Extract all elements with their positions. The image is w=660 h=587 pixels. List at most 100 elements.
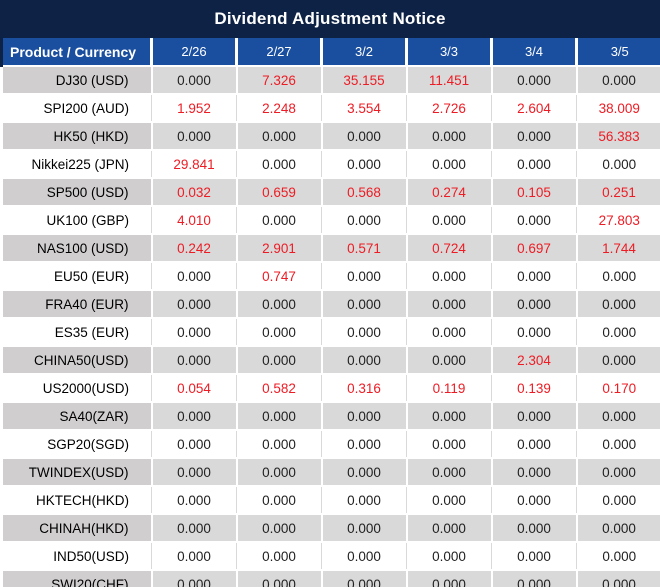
dividend-table: Product / Currency 2/26 2/27 3/2 3/3 3/4 3/5 … xyxy=(0,38,660,587)
dividend-value-cell: 0.000 xyxy=(406,261,492,291)
dividend-value-cell: 0.000 xyxy=(235,289,323,319)
dividend-value-cell: 11.451 xyxy=(405,65,493,95)
dividend-value-cell: 0.000 xyxy=(576,429,660,459)
product-cell: SP500 (USD) xyxy=(0,177,153,207)
dividend-value-cell: 0.316 xyxy=(321,373,407,403)
dividend-value-cell: 3.554 xyxy=(321,93,407,123)
dividend-value-cell: 0.000 xyxy=(151,261,237,291)
table-row: NAS100 (USD) 0.242 2.901 0.571 0.724 0.697 1.7… xyxy=(0,233,660,263)
dividend-value-cell: 0.000 xyxy=(491,485,577,515)
dividend-value-cell: 0.000 xyxy=(236,149,322,179)
dividend-value-cell: 0.251 xyxy=(575,177,660,207)
dividend-value-cell: 0.139 xyxy=(491,373,577,403)
dividend-value-cell: 0.000 xyxy=(321,485,407,515)
dividend-value-cell: 35.155 xyxy=(320,65,408,95)
product-cell: SA40(ZAR) xyxy=(0,401,153,431)
dividend-value-cell: 0.000 xyxy=(320,513,408,543)
product-cell: Nikkei225 (JPN) xyxy=(1,149,152,179)
table-row: Nikkei225 (JPN) 29.841 0.000 0.000 0.000 0.00… xyxy=(1,149,660,179)
table-row: DJ30 (USD) 0.000 7.326 35.155 11.451 0.000 0.0… xyxy=(0,65,660,95)
table-header-row: Product / Currency 2/26 2/27 3/2 3/3 3/4 3/5 xyxy=(0,38,660,66)
dividend-value-cell: 0.000 xyxy=(151,541,237,571)
dividend-value-cell: 0.000 xyxy=(150,121,238,151)
dividend-value-cell: 1.744 xyxy=(575,233,660,263)
dividend-value-cell: 0.659 xyxy=(235,177,323,207)
dividend-value-cell: 0.000 xyxy=(406,485,492,515)
date-column-header: 2/27 xyxy=(235,38,322,66)
dividend-value-cell: 0.242 xyxy=(150,233,238,263)
dividend-value-cell: 0.000 xyxy=(575,569,660,587)
dividend-value-cell: 0.000 xyxy=(321,149,407,179)
product-cell: US2000(USD) xyxy=(1,373,152,403)
dividend-value-cell: 2.901 xyxy=(235,233,323,263)
product-cell: ES35 (EUR) xyxy=(1,317,152,347)
dividend-value-cell: 1.952 xyxy=(151,93,237,123)
dividend-value-cell: 0.000 xyxy=(320,121,408,151)
date-column-header: 3/2 xyxy=(320,38,407,66)
dividend-value-cell: 0.000 xyxy=(151,429,237,459)
dividend-value-cell: 0.000 xyxy=(236,485,322,515)
table-row: SPI200 (AUD) 1.952 2.248 3.554 2.726 2.604 38.… xyxy=(1,93,660,123)
dividend-value-cell: 0.000 xyxy=(491,429,577,459)
product-cell: SGP20(SGD) xyxy=(1,429,152,459)
dividend-value-cell: 0.000 xyxy=(406,149,492,179)
product-cell: DJ30 (USD) xyxy=(0,65,153,95)
dividend-value-cell: 0.571 xyxy=(320,233,408,263)
dividend-value-cell: 0.000 xyxy=(320,345,408,375)
product-cell: SWI20(CHF) xyxy=(0,569,153,587)
dividend-value-cell: 0.000 xyxy=(236,429,322,459)
dividend-value-cell: 0.000 xyxy=(490,289,578,319)
table-row: IND50(USD) 0.000 0.000 0.000 0.000 0.000 0.000 xyxy=(1,541,660,571)
dividend-value-cell: 0.000 xyxy=(575,401,660,431)
dividend-value-cell: 0.000 xyxy=(405,513,493,543)
dividend-value-cell: 0.000 xyxy=(150,289,238,319)
dividend-value-cell: 0.000 xyxy=(490,513,578,543)
dividend-value-cell: 0.000 xyxy=(235,457,323,487)
product-cell: CHINAH(HKD) xyxy=(0,513,153,543)
dividend-value-cell: 0.000 xyxy=(150,65,238,95)
dividend-value-cell: 2.726 xyxy=(406,93,492,123)
dividend-value-cell: 0.000 xyxy=(576,317,660,347)
dividend-value-cell: 0.697 xyxy=(490,233,578,263)
dividend-value-cell: 0.000 xyxy=(405,289,493,319)
dividend-value-cell: 0.000 xyxy=(576,485,660,515)
dividend-value-cell: 0.000 xyxy=(575,345,660,375)
dividend-value-cell: 0.582 xyxy=(236,373,322,403)
dividend-value-cell: 0.568 xyxy=(320,177,408,207)
table-row: UK100 (GBP) 4.010 0.000 0.000 0.000 0.000 27.8… xyxy=(1,205,660,235)
dividend-value-cell: 0.000 xyxy=(320,401,408,431)
dividend-value-cell: 29.841 xyxy=(151,149,237,179)
date-column-header: 2/26 xyxy=(150,38,237,66)
dividend-value-cell: 0.000 xyxy=(150,569,238,587)
dividend-value-cell: 0.119 xyxy=(406,373,492,403)
product-currency-column-header: Product / Currency xyxy=(0,38,152,66)
dividend-value-cell: 0.000 xyxy=(406,541,492,571)
dividend-value-cell: 0.000 xyxy=(490,569,578,587)
dividend-value-cell: 0.000 xyxy=(320,289,408,319)
dividend-value-cell: 0.000 xyxy=(236,205,322,235)
dividend-value-cell: 0.000 xyxy=(576,149,660,179)
dividend-value-cell: 0.000 xyxy=(321,429,407,459)
dividend-value-cell: 0.000 xyxy=(576,541,660,571)
date-column-header: 3/5 xyxy=(575,38,660,66)
dividend-value-cell: 0.000 xyxy=(235,513,323,543)
table-row: HKTECH(HKD) 0.000 0.000 0.000 0.000 0.000 0.00… xyxy=(1,485,660,515)
dividend-value-cell: 0.000 xyxy=(150,513,238,543)
dividend-value-cell: 0.000 xyxy=(490,121,578,151)
table-row: HK50 (HKD) 0.000 0.000 0.000 0.000 0.000 56.38… xyxy=(0,121,660,151)
dividend-value-cell: 0.000 xyxy=(151,485,237,515)
dividend-value-cell: 0.000 xyxy=(236,541,322,571)
dividend-value-cell: 0.000 xyxy=(490,457,578,487)
dividend-value-cell: 0.000 xyxy=(321,205,407,235)
dividend-value-cell: 0.000 xyxy=(321,541,407,571)
dividend-value-cell: 56.383 xyxy=(575,121,660,151)
dividend-value-cell: 0.747 xyxy=(236,261,322,291)
dividend-value-cell: 0.105 xyxy=(490,177,578,207)
dividend-value-cell: 4.010 xyxy=(151,205,237,235)
dividend-value-cell: 0.000 xyxy=(405,457,493,487)
table-row: SA40(ZAR) 0.000 0.000 0.000 0.000 0.000 0.000 xyxy=(0,401,660,431)
dividend-value-cell: 0.000 xyxy=(405,121,493,151)
table-row: EU50 (EUR) 0.000 0.747 0.000 0.000 0.000 0.000 xyxy=(1,261,660,291)
dividend-value-cell: 2.304 xyxy=(490,345,578,375)
dividend-value-cell: 0.000 xyxy=(491,317,577,347)
